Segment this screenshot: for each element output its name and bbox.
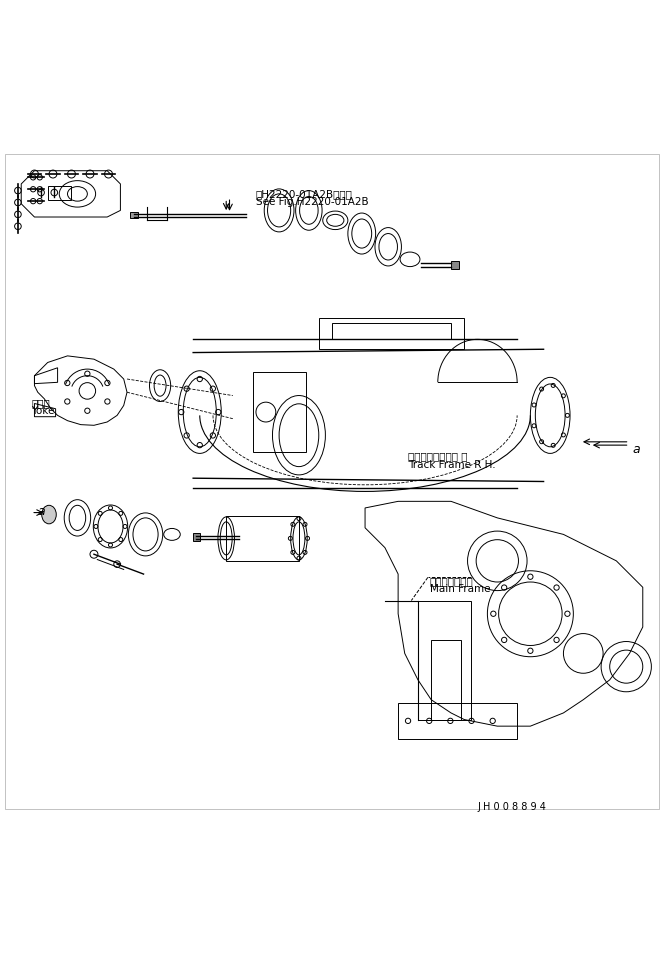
Bar xyxy=(48,186,71,200)
Bar xyxy=(332,323,451,339)
Bar xyxy=(431,640,461,719)
Text: メインフレーム: メインフレーム xyxy=(430,576,473,586)
Text: a: a xyxy=(38,505,45,518)
Text: a: a xyxy=(633,443,641,456)
Ellipse shape xyxy=(42,506,56,524)
Bar xyxy=(418,601,471,719)
Bar xyxy=(130,212,138,219)
Text: 第H2220-01A2B図参照: 第H2220-01A2B図参照 xyxy=(256,189,353,199)
Bar xyxy=(319,318,464,350)
Text: ヨーク: ヨーク xyxy=(31,399,50,408)
Bar xyxy=(253,373,305,452)
Text: トラックフレーム 右: トラックフレーム 右 xyxy=(408,452,467,461)
Bar xyxy=(193,534,200,541)
Bar xyxy=(398,703,517,740)
Text: Main Frame: Main Frame xyxy=(430,585,490,594)
Text: See Fig.H2220-01A2B: See Fig.H2220-01A2B xyxy=(256,197,369,207)
Bar xyxy=(226,516,299,560)
Bar xyxy=(451,261,459,269)
Text: Track Frame R H.: Track Frame R H. xyxy=(408,460,495,470)
Text: Yoke: Yoke xyxy=(31,405,54,416)
Text: J H 0 0 8 8 9 4: J H 0 0 8 8 9 4 xyxy=(477,802,546,812)
